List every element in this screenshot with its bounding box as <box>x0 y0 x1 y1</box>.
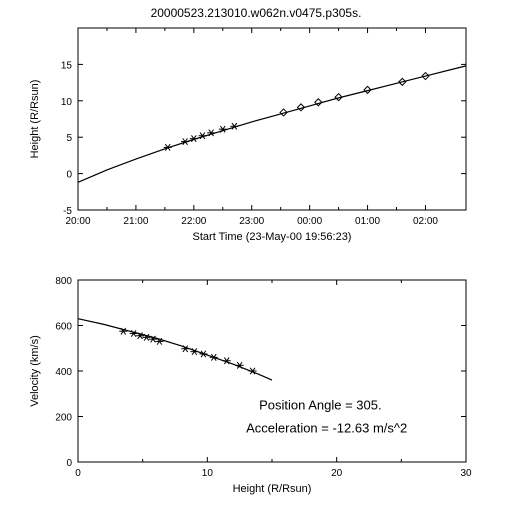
svg-text:0: 0 <box>66 458 72 469</box>
svg-text:5: 5 <box>66 133 72 144</box>
svg-text:15: 15 <box>61 60 73 71</box>
svg-text:23:00: 23:00 <box>239 216 264 227</box>
svg-text:400: 400 <box>55 367 72 378</box>
svg-text:20:00: 20:00 <box>65 216 90 227</box>
svg-text:30: 30 <box>460 468 472 479</box>
svg-text:02:00: 02:00 <box>413 216 438 227</box>
svg-text:22:00: 22:00 <box>181 216 206 227</box>
svg-text:Velocity (km/s): Velocity (km/s) <box>29 335 41 407</box>
svg-text:0: 0 <box>75 468 81 479</box>
svg-text:20: 20 <box>331 468 343 479</box>
svg-text:Start Time (23-May-00 19:56:23: Start Time (23-May-00 19:56:23) <box>193 231 352 243</box>
chart-canvas: 20:00 21:00 22:00 23:00 00:00 01:00 02:00 -5 0 5 1… <box>0 0 512 512</box>
svg-text:800: 800 <box>55 276 72 287</box>
svg-text:01:00: 01:00 <box>355 216 380 227</box>
svg-text:Height (R/Rsun): Height (R/Rsun) <box>233 483 312 495</box>
svg-text:Acceleration = -12.63 m/s^2: Acceleration = -12.63 m/s^2 <box>246 420 407 435</box>
svg-text:00:00: 00:00 <box>297 216 322 227</box>
svg-text:10: 10 <box>61 97 73 108</box>
svg-text:600: 600 <box>55 322 72 333</box>
svg-text:10: 10 <box>202 468 214 479</box>
svg-text:Position Angle = 305.: Position Angle = 305. <box>259 398 382 413</box>
svg-text:21:00: 21:00 <box>123 216 148 227</box>
svg-text:0: 0 <box>66 170 72 181</box>
svg-text:Height (R/Rsun): Height (R/Rsun) <box>29 80 41 159</box>
svg-text:-5: -5 <box>63 206 72 217</box>
svg-text:200: 200 <box>55 413 72 424</box>
